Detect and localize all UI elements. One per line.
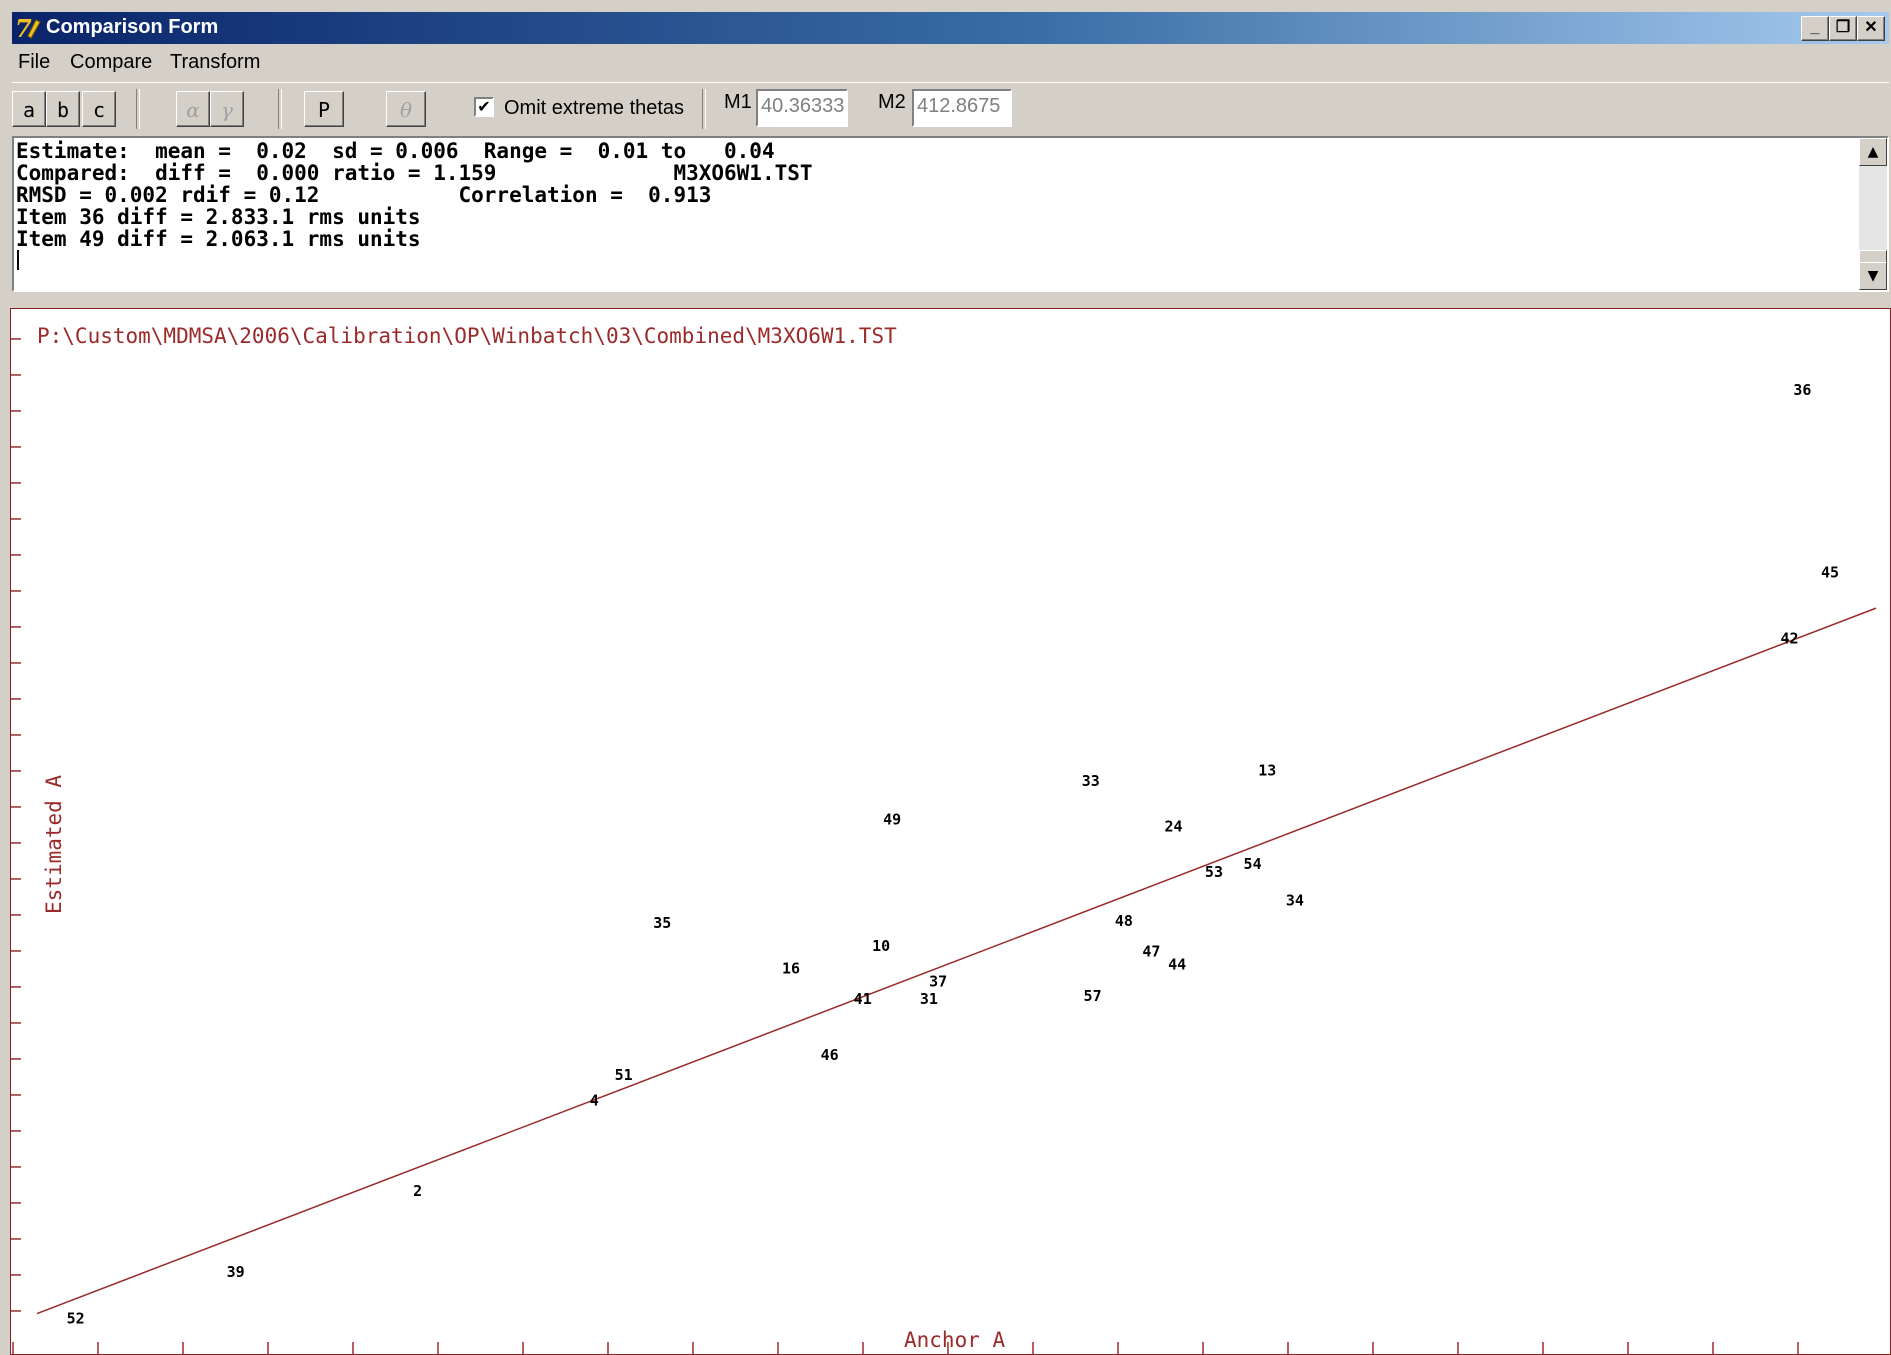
close-icon: ✕ <box>1864 19 1878 36</box>
omit-extreme-thetas-label: Omit extreme thetas <box>504 97 685 119</box>
toolbar-separator <box>278 89 282 129</box>
point-53: 53 <box>1205 863 1223 881</box>
theta-button[interactable]: θ <box>386 91 426 127</box>
scroll-down-button[interactable]: ▼ <box>1859 262 1887 290</box>
point-49: 49 <box>883 810 901 828</box>
m2-field[interactable]: 412.8675 <box>912 89 1012 127</box>
scroll-down-arrow-icon: ▼ <box>1867 268 1879 284</box>
close-button[interactable]: ✕ <box>1857 16 1885 41</box>
restore-button[interactable]: ❐ <box>1829 16 1857 41</box>
point-37: 37 <box>929 973 947 991</box>
menu-bar: File Compare Transform <box>12 46 1889 78</box>
point-4: 4 <box>590 1091 599 1109</box>
point-13: 13 <box>1258 762 1276 780</box>
window-title: Comparison Form <box>46 16 219 38</box>
fit-line <box>36 607 1877 1315</box>
title-bar[interactable]: 7 Comparison Form _ ❐ ✕ <box>12 12 1889 44</box>
x-axis-label: Anchor A <box>904 1328 1006 1352</box>
point-31: 31 <box>920 990 938 1008</box>
point-51: 51 <box>615 1066 633 1084</box>
point-41: 41 <box>854 990 872 1008</box>
point-57: 57 <box>1084 987 1102 1005</box>
toolbar-separator <box>136 89 140 129</box>
point-36: 36 <box>1793 381 1811 399</box>
m1-label: M1 <box>724 91 752 113</box>
point-34: 34 <box>1286 892 1304 910</box>
stats-line-compared: Compared: diff = 0.000 ratio = 1.159 M3X… <box>16 161 813 185</box>
m1-field[interactable]: 40.36333 <box>756 89 848 127</box>
x-axis-ticks <box>12 1342 1799 1354</box>
y-axis-label: Estimated A <box>42 775 66 914</box>
app-logo-icon: 7 <box>15 14 41 42</box>
omit-extreme-thetas-checkbox[interactable]: ✔ <box>474 97 494 117</box>
toolbar-separator <box>702 89 706 129</box>
point-52: 52 <box>67 1310 85 1328</box>
point-16: 16 <box>782 960 800 978</box>
stats-line-estimate: Estimate: mean = 0.02 sd = 0.006 Range =… <box>16 139 775 163</box>
y-axis-ticks <box>11 338 21 1312</box>
param-b-button[interactable]: b <box>46 91 80 127</box>
svg-text:7: 7 <box>15 14 32 42</box>
alpha-button[interactable]: α <box>176 91 210 127</box>
check-icon: ✔ <box>477 97 491 116</box>
point-48: 48 <box>1115 912 1133 930</box>
point-45: 45 <box>1821 564 1839 582</box>
minimize-button[interactable]: _ <box>1801 16 1829 41</box>
gamma-button[interactable]: γ <box>210 91 244 127</box>
m2-label: M2 <box>878 91 906 113</box>
toolbar: a b c α γ P θ ✔ Omit extreme thetas M1 4… <box>12 82 1889 135</box>
stats-line-rmsd: RMSD = 0.002 rdif = 0.12 Correlation = 0… <box>16 183 712 207</box>
stats-line-item49: Item 49 diff = 2.063.1 rms units <box>16 227 421 251</box>
point-39: 39 <box>227 1263 245 1281</box>
text-caret <box>17 250 19 270</box>
scatter-plot-panel[interactable]: 36 45 42 13 33 49 24 53 54 34 35 48 10 47 16 44 37 41 31 57… <box>10 308 1891 1355</box>
menu-file[interactable]: File <box>18 51 51 73</box>
point-46: 46 <box>821 1046 839 1064</box>
scroll-up-button[interactable]: ▲ <box>1859 138 1887 166</box>
param-a-button[interactable]: a <box>12 91 46 127</box>
point-24: 24 <box>1164 817 1182 835</box>
point-54: 54 <box>1244 855 1262 873</box>
menu-compare[interactable]: Compare <box>70 51 153 73</box>
statistics-text-area[interactable]: Estimate: mean = 0.02 sd = 0.006 Range =… <box>12 136 1889 292</box>
minimize-icon: _ <box>1810 19 1820 36</box>
point-47: 47 <box>1142 942 1160 960</box>
point-44: 44 <box>1168 955 1186 973</box>
point-35: 35 <box>653 914 671 932</box>
point-2: 2 <box>413 1182 422 1200</box>
point-10: 10 <box>872 937 890 955</box>
vertical-scrollbar[interactable]: ▲ ▼ <box>1859 138 1887 290</box>
statistics-text: Estimate: mean = 0.02 sd = 0.006 Range =… <box>16 140 813 250</box>
stats-line-item36: Item 36 diff = 2.833.1 rms units <box>16 205 421 229</box>
menu-transform[interactable]: Transform <box>170 51 261 73</box>
param-c-button[interactable]: c <box>82 91 116 127</box>
p-button[interactable]: P <box>304 91 344 127</box>
restore-icon: ❐ <box>1835 19 1851 36</box>
scroll-up-arrow-icon: ▲ <box>1867 144 1879 160</box>
point-42: 42 <box>1781 630 1799 648</box>
point-33: 33 <box>1082 772 1100 790</box>
file-path-label: P:\Custom\MDMSA\2006\Calibration\OP\Winb… <box>37 324 897 348</box>
